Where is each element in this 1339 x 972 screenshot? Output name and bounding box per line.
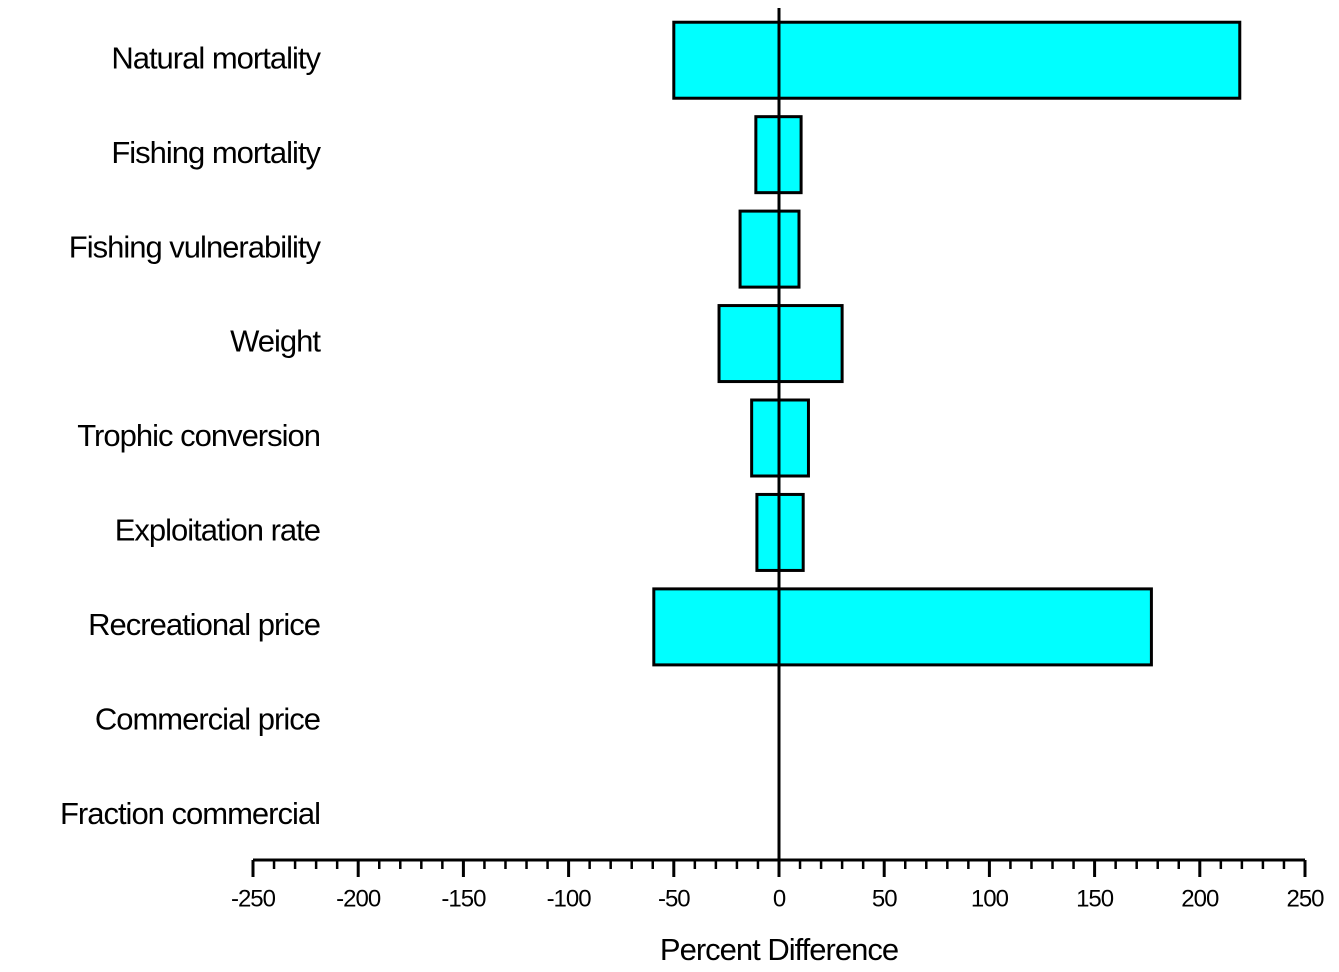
category-label: Fishing vulnerability xyxy=(69,229,322,264)
category-label: Exploitation rate xyxy=(115,513,320,548)
x-tick-label: -250 xyxy=(231,885,276,912)
category-label: Trophic conversion xyxy=(77,418,320,453)
bar xyxy=(738,209,801,289)
category-label: Fishing mortality xyxy=(111,135,321,170)
x-tick-label: -200 xyxy=(336,885,381,912)
x-tick-label: 0 xyxy=(773,885,786,912)
bar xyxy=(717,304,844,384)
x-tick-label: 50 xyxy=(872,885,897,912)
category-label: Recreational price xyxy=(88,607,320,642)
bar xyxy=(672,20,1242,100)
x-tick-label: -100 xyxy=(547,885,592,912)
x-tick-label: 250 xyxy=(1286,885,1324,912)
category-label: Commercial price xyxy=(95,702,320,737)
x-axis-label: Percent Difference xyxy=(660,932,898,967)
x-tick-label: 100 xyxy=(971,885,1009,912)
category-label: Fraction commercial xyxy=(60,796,320,831)
category-label: Weight xyxy=(230,324,321,359)
x-tick-label: -150 xyxy=(441,885,486,912)
x-tick-label: -50 xyxy=(658,885,690,912)
bar xyxy=(652,587,1153,667)
x-tick-label: 200 xyxy=(1181,885,1219,912)
x-tick-label: 150 xyxy=(1076,885,1114,912)
category-label: Natural mortality xyxy=(111,40,321,75)
